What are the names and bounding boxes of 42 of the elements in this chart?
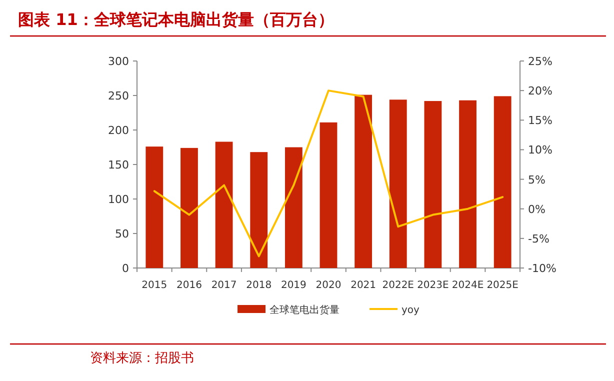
y2-tick-label: -5%: [528, 232, 550, 246]
legend-label: yoy: [402, 305, 420, 316]
bar: [320, 122, 338, 268]
bar: [494, 96, 512, 268]
bar: [284, 147, 302, 268]
bar: [250, 152, 268, 268]
bar: [354, 94, 372, 268]
y-tick-label: 100: [108, 193, 129, 206]
y2-tick-label: 15%: [528, 114, 552, 128]
x-tick-label: 2018: [246, 280, 272, 291]
y-tick-label: 0: [122, 262, 129, 275]
y2-tick-label: 20%: [528, 84, 552, 98]
x-tick-label: 2025E: [486, 280, 518, 291]
x-tick-label: 2023E: [417, 280, 449, 291]
bar: [424, 101, 442, 268]
x-tick-label: 2024E: [452, 280, 484, 291]
x-tick-label: 2017: [211, 280, 237, 291]
x-tick-label: 2019: [280, 280, 306, 291]
y-tick-label: 150: [108, 158, 129, 172]
bar: [215, 142, 233, 268]
y-tick-label: 300: [108, 55, 129, 68]
y2-tick-label: 25%: [528, 55, 552, 68]
y-tick-label: 200: [108, 124, 129, 137]
x-tick-label: 2016: [176, 280, 202, 291]
bar: [180, 148, 198, 268]
y2-tick-label: 0%: [528, 202, 546, 216]
bar: [146, 146, 164, 268]
x-tick-label: 2015: [142, 280, 168, 291]
y2-tick-label: 10%: [528, 144, 552, 157]
line-series: [153, 90, 504, 258]
y-tick-label: 50: [115, 228, 129, 240]
text: 资料来源：招股书: [90, 351, 194, 366]
y-tick-label: 250: [108, 90, 129, 102]
bar: [459, 100, 476, 268]
y2-tick-label: -10%: [528, 262, 556, 275]
legend-label: 全球笔电出货量: [270, 304, 340, 316]
x-tick-label: 2020: [316, 280, 342, 291]
chart-title: 图表 11：全球笔记本电脑出货量（百万台）: [18, 10, 334, 29]
y2-tick-label: 5%: [528, 173, 546, 186]
x-tick-label: 2022E: [382, 280, 414, 291]
bar: [389, 100, 407, 268]
x-tick-label: 2021: [350, 280, 376, 291]
